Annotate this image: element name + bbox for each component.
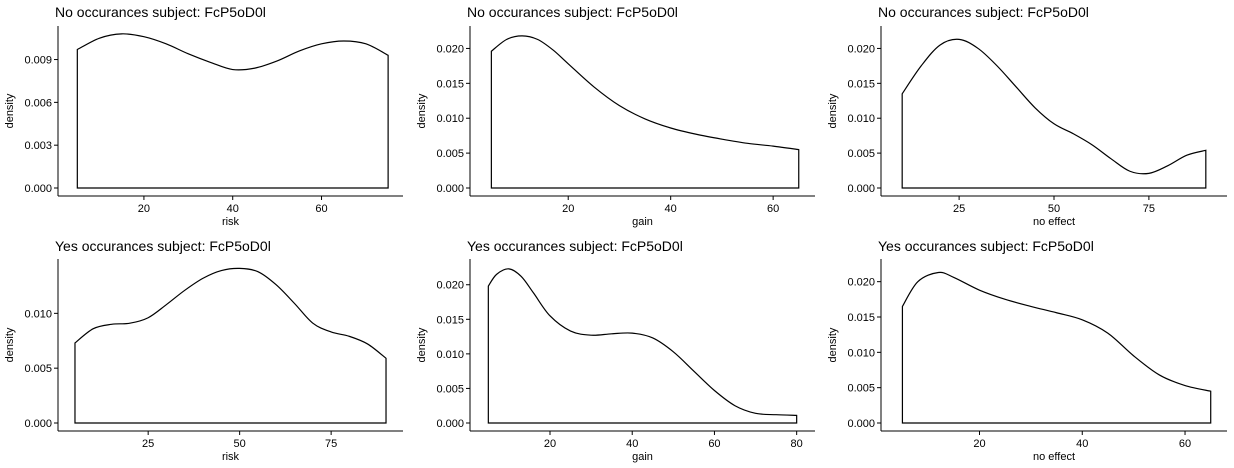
x-tick-label: 40 bbox=[626, 438, 638, 450]
panel-title: Yes occurances subject: FcP5oD0l bbox=[878, 238, 1094, 254]
panel-title: Yes occurances subject: FcP5oD0l bbox=[55, 238, 271, 254]
y-tick-label: 0.005 bbox=[847, 383, 875, 395]
y-tick-label: 0.005 bbox=[24, 363, 52, 375]
y-axis-label: density bbox=[416, 93, 428, 128]
y-tick-label: 0.003 bbox=[24, 140, 52, 152]
x-tick-label: 40 bbox=[665, 203, 677, 215]
density-curve bbox=[74, 267, 387, 424]
y-tick-label: 0.000 bbox=[24, 183, 52, 195]
y-tick-label: 0.000 bbox=[847, 183, 875, 195]
x-axis-label: gain bbox=[632, 451, 653, 463]
density-curve bbox=[901, 271, 1212, 424]
y-tick-label: 0.010 bbox=[847, 347, 875, 359]
y-tick-label: 0.010 bbox=[436, 349, 464, 361]
y-tick-label: 0.015 bbox=[436, 78, 464, 90]
x-axis-label: no effect bbox=[1033, 451, 1075, 463]
y-tick-label: 0.020 bbox=[847, 43, 875, 55]
y-axis-label: density bbox=[827, 93, 839, 128]
y-tick-label: 0.000 bbox=[24, 418, 52, 430]
y-tick-label: 0.005 bbox=[436, 148, 464, 160]
density-curve bbox=[487, 268, 798, 424]
y-axis-label: density bbox=[4, 327, 16, 362]
x-axis-label: no effect bbox=[1033, 216, 1075, 228]
density-panel-3: No occurances subject: FcP5oD0l 0.000 0.00… bbox=[827, 4, 1227, 228]
x-tick-label: 50 bbox=[234, 438, 246, 450]
density-curve bbox=[901, 38, 1207, 189]
y-tick-label: 0.015 bbox=[847, 78, 875, 90]
y-tick-label: 0.005 bbox=[847, 148, 875, 160]
y-tick-label: 0.010 bbox=[24, 308, 52, 320]
y-tick-label: 0.015 bbox=[436, 314, 464, 326]
x-tick-label: 25 bbox=[142, 438, 154, 450]
y-tick-label: 0.005 bbox=[436, 383, 464, 395]
x-tick-label: 40 bbox=[227, 203, 239, 215]
density-panel-2: No occurances subject: FcP5oD0l 0.000 0.00… bbox=[416, 4, 815, 228]
x-axis-label: risk bbox=[222, 216, 240, 228]
y-tick-label: 0.009 bbox=[24, 55, 52, 67]
y-tick-label: 0.006 bbox=[24, 97, 52, 109]
density-curve bbox=[490, 35, 800, 189]
x-tick-label: 75 bbox=[325, 438, 337, 450]
x-tick-label: 60 bbox=[708, 438, 720, 450]
density-curve bbox=[76, 33, 389, 189]
density-panel-4: Yes occurances subject: FcP5oD0l 0.000 0.0… bbox=[4, 238, 403, 463]
panel-title: No occurances subject: FcP5oD0l bbox=[467, 4, 678, 20]
x-tick-label: 40 bbox=[1076, 438, 1088, 450]
x-tick-label: 60 bbox=[767, 203, 779, 215]
y-axis-label: density bbox=[827, 327, 839, 362]
x-tick-label: 60 bbox=[315, 203, 327, 215]
y-tick-label: 0.020 bbox=[847, 277, 875, 289]
panel-title: No occurances subject: FcP5oD0l bbox=[55, 4, 266, 20]
y-tick-label: 0.020 bbox=[436, 280, 464, 292]
y-tick-label: 0.020 bbox=[436, 43, 464, 55]
y-tick-label: 0.010 bbox=[847, 113, 875, 125]
y-axis-label: density bbox=[4, 93, 16, 128]
y-tick-label: 0.015 bbox=[847, 312, 875, 324]
density-panel-6: Yes occurances subject: FcP5oD0l 0.000 0.0… bbox=[827, 238, 1227, 463]
panel-title: No occurances subject: FcP5oD0l bbox=[878, 4, 1089, 20]
x-axis-label: risk bbox=[222, 451, 240, 463]
x-tick-label: 20 bbox=[562, 203, 574, 215]
density-panel-5: Yes occurances subject: FcP5oD0l 0.000 0.0… bbox=[416, 238, 815, 463]
x-axis-label: gain bbox=[632, 216, 653, 228]
x-tick-label: 50 bbox=[1048, 203, 1060, 215]
y-axis-label: density bbox=[416, 327, 428, 362]
y-tick-label: 0.010 bbox=[436, 113, 464, 125]
x-tick-label: 60 bbox=[1179, 438, 1191, 450]
x-tick-label: 20 bbox=[544, 438, 556, 450]
x-tick-label: 80 bbox=[791, 438, 803, 450]
x-tick-label: 20 bbox=[138, 203, 150, 215]
density-panel-1: No occurances subject: FcP5oD0l 0.000 0.00… bbox=[4, 4, 403, 228]
x-tick-label: 25 bbox=[953, 203, 965, 215]
x-tick-label: 75 bbox=[1143, 203, 1155, 215]
x-tick-label: 20 bbox=[973, 438, 985, 450]
panel-title: Yes occurances subject: FcP5oD0l bbox=[467, 238, 683, 254]
y-tick-label: 0.000 bbox=[436, 418, 464, 430]
y-tick-label: 0.000 bbox=[847, 418, 875, 430]
y-tick-label: 0.000 bbox=[436, 183, 464, 195]
